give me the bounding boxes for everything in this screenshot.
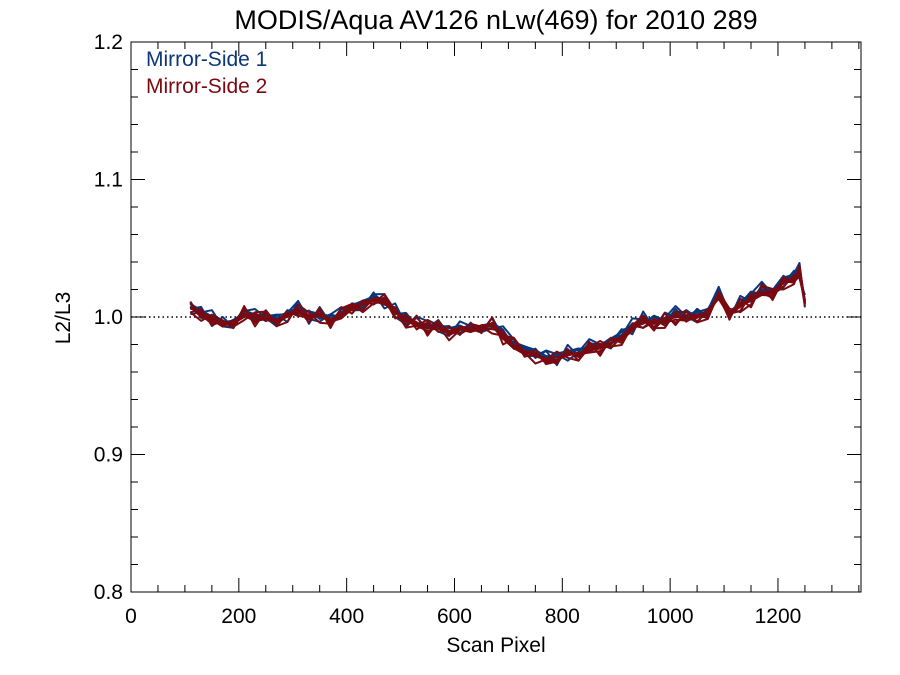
series-1-line — [189, 267, 806, 358]
x-tick-label: 0 — [125, 605, 137, 628]
x-tick-label: 400 — [329, 605, 364, 628]
legend: Mirror-Side 1 Mirror-Side 2 — [146, 48, 267, 98]
series-2-line — [189, 274, 806, 364]
x-tick-label: 1200 — [755, 605, 802, 628]
series-2 — [189, 264, 806, 366]
series-1-line — [190, 262, 806, 362]
x-tick-label: 1000 — [647, 605, 694, 628]
x-tick-label: 600 — [437, 605, 472, 628]
x-tick-label: 200 — [221, 605, 256, 628]
axis-ticks — [130, 41, 861, 593]
y-tick-label: 1.2 — [94, 31, 123, 54]
legend-entry-2: Mirror-Side 2 — [146, 75, 267, 98]
y-tick-label: 1.0 — [94, 306, 123, 329]
x-tick-label: 800 — [545, 605, 580, 628]
x-axis-label: Scan Pixel — [446, 634, 545, 657]
legend-entry-1: Mirror-Side 1 — [146, 48, 267, 71]
y-tick-label: 1.1 — [94, 169, 123, 192]
series-2-line — [189, 264, 806, 365]
y-axis-label: L2/L3 — [52, 292, 75, 345]
y-tick-label: 0.8 — [94, 581, 123, 604]
axis-tick-labels: 0 200 400 600 800 1000 1200 0.8 0.9 1.0 1.1 1.2 — [94, 31, 802, 628]
series-layer — [189, 262, 806, 367]
chart-title: MODIS/Aqua AV126 nLw(469) for 2010 289 — [234, 5, 757, 35]
series-1 — [189, 262, 806, 367]
y-tick-label: 0.9 — [94, 444, 123, 467]
